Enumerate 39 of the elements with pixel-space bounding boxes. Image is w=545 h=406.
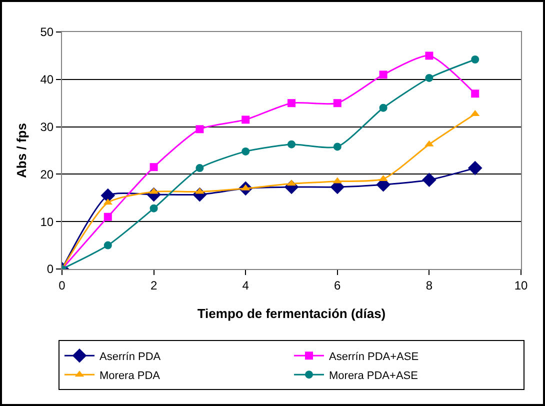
point <box>422 172 436 188</box>
point <box>104 241 112 250</box>
y-tick-label: 40 <box>40 72 54 87</box>
x-axis-title: Tiempo de fermentación (días) <box>197 306 386 321</box>
y-tick-label: 30 <box>40 120 54 134</box>
point <box>196 125 204 134</box>
y-tick-label: 20 <box>40 167 54 182</box>
x-tick-label: 6 <box>334 278 342 292</box>
point <box>196 164 204 172</box>
legend-label: Aserrín PDA <box>100 350 162 363</box>
point <box>150 204 158 212</box>
x-tick-label: 10 <box>514 278 528 292</box>
y-axis-title: Abs / fps <box>14 123 29 178</box>
legend-label: Morera PDA <box>100 370 161 382</box>
legend-label: Morera PDA+ASE <box>329 370 418 382</box>
point <box>242 116 250 124</box>
point <box>288 99 296 108</box>
y-tick-label: 0 <box>46 262 54 276</box>
x-tick-label: 4 <box>242 278 250 292</box>
point <box>471 90 480 98</box>
point <box>100 188 116 203</box>
y-tick-label: 50 <box>40 25 54 40</box>
point <box>425 52 434 60</box>
point <box>150 163 158 172</box>
x-tick-label: 2 <box>150 278 158 292</box>
point <box>242 147 250 156</box>
y-tick-label: 10 <box>40 214 54 229</box>
point <box>379 104 388 112</box>
point <box>471 55 480 64</box>
point <box>425 74 434 82</box>
point <box>333 142 342 151</box>
x-tick-label: 0 <box>58 278 66 292</box>
legend-label: Aserrín PDA+ASE <box>329 350 419 363</box>
x-tick-label: 8 <box>426 278 433 292</box>
point <box>333 99 342 108</box>
point <box>288 140 296 148</box>
point <box>379 70 388 79</box>
point <box>468 160 482 176</box>
point <box>104 212 112 221</box>
